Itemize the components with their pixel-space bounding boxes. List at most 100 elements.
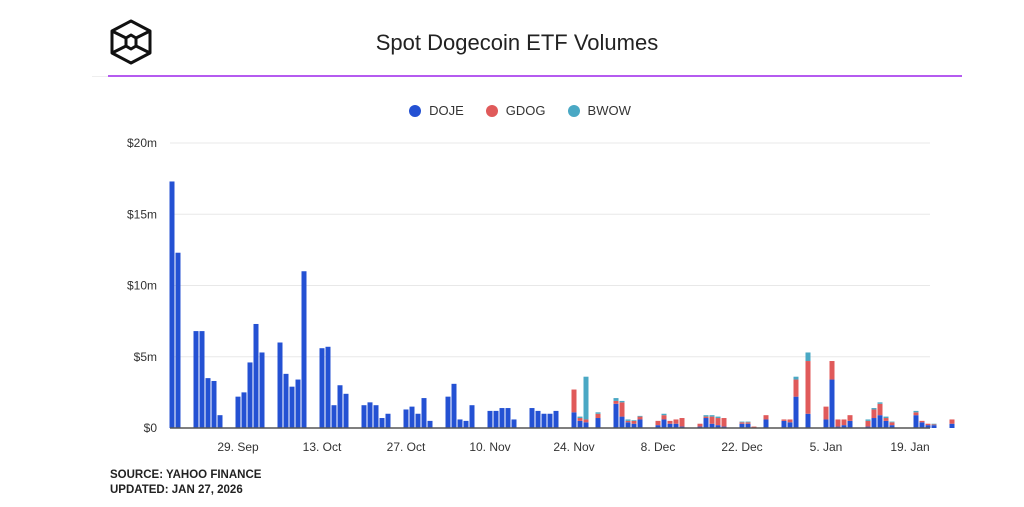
bar-doje [541, 413, 547, 428]
bar-doje [211, 380, 217, 428]
bar-doje [763, 419, 769, 428]
legend-item-bwow[interactable]: BWOW [567, 103, 631, 118]
bar-doje [499, 408, 505, 428]
x-tick-label: 10. Nov [469, 440, 510, 454]
bar-bwow [709, 415, 715, 417]
updated-note: UPDATED: JAN 27, 2026 [110, 484, 243, 496]
bar-gdog [619, 402, 625, 417]
bar-doje [409, 406, 415, 428]
bar-bwow [745, 421, 751, 423]
bar-gdog [667, 420, 673, 424]
bar-gdog [763, 415, 769, 420]
bar-doje [793, 396, 799, 428]
y-tick-label: $15m [127, 207, 157, 221]
bar-bwow [595, 412, 601, 414]
bar-doje [547, 413, 553, 428]
bar-gdog [613, 400, 619, 404]
bar-gdog [889, 422, 895, 426]
bar-doje [805, 413, 811, 428]
bar-gdog [871, 409, 877, 419]
bar-gdog [793, 379, 799, 397]
bar-bwow [661, 413, 667, 416]
bar-gdog [745, 422, 751, 424]
bar-gdog [703, 416, 709, 419]
bar-gdog [847, 415, 853, 421]
bar-gdog [829, 361, 835, 380]
bar-gdog [841, 419, 847, 426]
bar-doje [715, 425, 721, 428]
bar-bwow [889, 421, 895, 423]
bar-gdog [583, 419, 589, 423]
bar-bwow [625, 419, 631, 421]
bar-gdog [637, 416, 643, 420]
x-tick-label: 27. Oct [387, 440, 426, 454]
x-tick-label: 13. Oct [303, 440, 342, 454]
chart-title: Spot Dogecoin ETF Volumes [375, 30, 659, 55]
legend: DOJE GDOG BWOW [0, 103, 1024, 118]
x-tick-label: 5. Jan [810, 440, 843, 454]
legend-marker [567, 104, 580, 117]
bar-gdog [673, 419, 679, 424]
bar-doje [889, 425, 895, 428]
x-tick-label: 22. Dec [721, 440, 762, 454]
bar-doje [457, 419, 463, 428]
bar-gdog [709, 416, 715, 424]
bar-doje [529, 408, 535, 428]
bar-doje [463, 420, 469, 428]
bar-doje [931, 425, 937, 428]
bar-doje [637, 419, 643, 428]
legend-marker [409, 104, 422, 117]
bar-doje [595, 418, 601, 428]
bar-doje [709, 423, 715, 428]
bar-doje [379, 418, 385, 428]
bar-doje [925, 425, 931, 428]
bar-doje [175, 252, 181, 428]
bar-doje [193, 331, 199, 428]
bar-bwow [637, 415, 643, 417]
x-tick-label: 8. Dec [641, 440, 676, 454]
bar-doje [385, 413, 391, 428]
bar-doje [469, 405, 475, 428]
bar-gdog [655, 420, 661, 426]
bar-doje [841, 425, 847, 428]
stacked-bar-chart: $0 $5m $10m $15m $20m 29. Sep 13. Oct 27. Oct 10… [127, 136, 955, 454]
bar-gdog [913, 412, 919, 416]
y-tick-label: $10m [127, 279, 157, 293]
bar-gdog [721, 418, 727, 427]
bar-doje [217, 415, 223, 428]
y-tick-label: $0 [144, 421, 158, 435]
bar-doje [613, 403, 619, 428]
bar-bwow [619, 400, 625, 403]
bar-doje [913, 415, 919, 428]
y-tick-label: $5m [134, 350, 157, 364]
bar-gdog [697, 423, 703, 427]
bar-doje [571, 412, 577, 428]
bar-gdog [631, 420, 637, 424]
bar-doje [277, 342, 283, 428]
bar-doje [301, 271, 307, 428]
bar-bwow [715, 416, 721, 419]
title-underline [108, 75, 962, 77]
bar-doje [787, 422, 793, 428]
bar-doje [703, 418, 709, 428]
bar-doje [487, 410, 493, 428]
bar-doje [847, 420, 853, 428]
bar-doje [949, 423, 955, 428]
bar-doje [373, 405, 379, 428]
x-tick-label: 19. Jan [890, 440, 929, 454]
bar-doje [337, 385, 343, 428]
bar-doje [655, 425, 661, 428]
bar-doje [583, 422, 589, 428]
bar-doje [739, 423, 745, 428]
bar-bwow [883, 416, 889, 419]
bar-gdog [823, 406, 829, 420]
bar-gdog [787, 419, 793, 423]
bar-doje [661, 419, 667, 428]
bar-doje [343, 393, 349, 428]
bar-doje [325, 346, 331, 428]
legend-item-doje[interactable]: DOJE [409, 103, 464, 118]
bar-gdog [577, 418, 583, 421]
legend-item-gdog[interactable]: GDOG [485, 103, 546, 118]
bar-bwow [913, 410, 919, 413]
y-tick-label: $20m [127, 136, 157, 150]
